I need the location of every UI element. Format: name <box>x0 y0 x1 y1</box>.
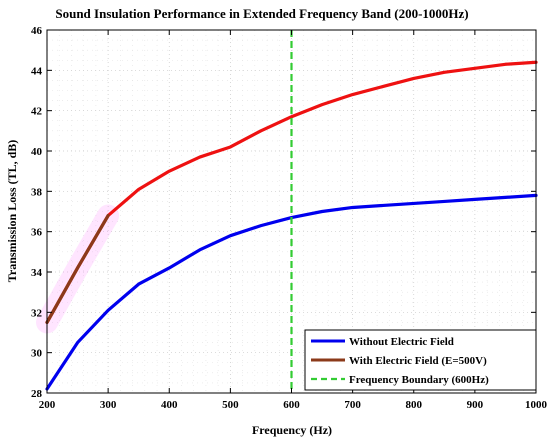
x-tick-label: 800 <box>406 399 423 411</box>
x-tick-label: 300 <box>100 399 117 411</box>
y-tick-label: 38 <box>31 186 43 198</box>
x-tick-label: 1000 <box>525 399 548 411</box>
series-line-with-field <box>45 60 538 325</box>
x-tick-label: 200 <box>39 399 56 411</box>
x-tick-label: 400 <box>161 399 178 411</box>
y-axis-label: Transmission Loss (TL, dB) <box>5 140 19 282</box>
y-tick-label: 32 <box>31 307 43 319</box>
legend-label-boundary: Frequency Boundary (600Hz) <box>349 374 489 386</box>
x-axis-ticks: 200 300 400 500 600 700 800 900 1000 <box>39 30 548 411</box>
y-tick-label: 42 <box>31 106 43 118</box>
y-tick-label: 40 <box>31 146 43 158</box>
y-tick-label: 46 <box>31 25 43 37</box>
y-tick-label: 28 <box>31 388 43 400</box>
y-tick-label: 30 <box>31 348 43 360</box>
y-tick-label: 44 <box>31 65 43 77</box>
y-tick-label: 36 <box>31 227 43 239</box>
y-tick-label: 34 <box>31 267 43 279</box>
y-axis-ticks: 28 30 32 34 36 38 40 42 44 46 <box>31 25 536 400</box>
x-tick-label: 500 <box>222 399 239 411</box>
x-tick-label: 900 <box>467 399 484 411</box>
x-axis-label: Frequency (Hz) <box>252 423 332 437</box>
x-tick-label: 700 <box>344 399 361 411</box>
chart-title: Sound Insulation Performance in Extended… <box>55 6 468 21</box>
series-line-with-field-low-band <box>45 213 110 325</box>
legend-label-with-field: With Electric Field (E=500V) <box>349 355 487 367</box>
legend-label-without-field: Without Electric Field <box>349 336 454 348</box>
x-tick-label: 600 <box>283 399 300 411</box>
legend: Without Electric Field With Electric Fiel… <box>304 329 537 391</box>
